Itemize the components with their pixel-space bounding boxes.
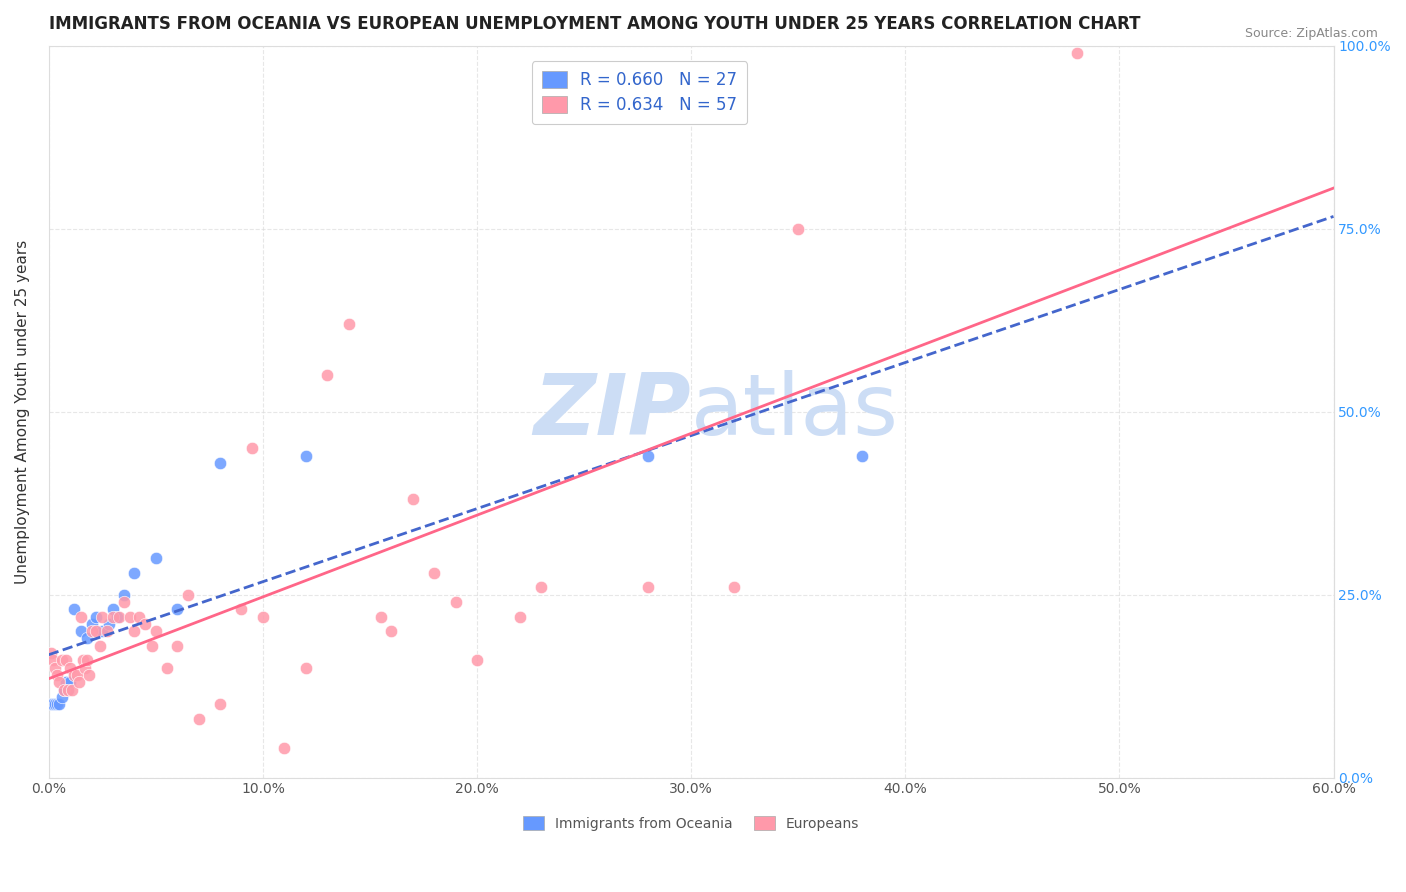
Point bbox=[59, 661, 82, 675]
Point bbox=[294, 661, 316, 675]
Point bbox=[51, 690, 73, 704]
Point bbox=[120, 609, 142, 624]
Point bbox=[209, 456, 232, 470]
Point bbox=[273, 741, 295, 756]
Point bbox=[76, 653, 98, 667]
Point bbox=[209, 698, 232, 712]
Point bbox=[105, 609, 128, 624]
Point bbox=[187, 712, 209, 726]
Point bbox=[46, 698, 69, 712]
Point bbox=[91, 624, 114, 639]
Point bbox=[101, 602, 124, 616]
Point bbox=[48, 698, 70, 712]
Point bbox=[177, 588, 200, 602]
Point bbox=[65, 668, 87, 682]
Point bbox=[316, 368, 339, 382]
Point bbox=[97, 616, 120, 631]
Point bbox=[84, 624, 107, 639]
Point bbox=[46, 668, 69, 682]
Point bbox=[48, 675, 70, 690]
Point bbox=[67, 675, 90, 690]
Point bbox=[108, 609, 131, 624]
Point bbox=[101, 609, 124, 624]
Point bbox=[79, 668, 101, 682]
Point bbox=[56, 682, 79, 697]
Point bbox=[166, 639, 188, 653]
Point bbox=[124, 624, 146, 639]
Point bbox=[240, 441, 263, 455]
Point bbox=[52, 682, 75, 697]
Text: IMMIGRANTS FROM OCEANIA VS EUROPEAN UNEMPLOYMENT AMONG YOUTH UNDER 25 YEARS CORR: IMMIGRANTS FROM OCEANIA VS EUROPEAN UNEM… bbox=[49, 15, 1140, 33]
Point bbox=[166, 602, 188, 616]
Point bbox=[155, 661, 177, 675]
Point bbox=[44, 698, 66, 712]
Point bbox=[294, 449, 316, 463]
Point bbox=[637, 580, 659, 594]
Point bbox=[52, 682, 75, 697]
Point bbox=[60, 682, 83, 697]
Point bbox=[112, 595, 135, 609]
Point bbox=[423, 566, 446, 580]
Point bbox=[80, 624, 103, 639]
Point bbox=[76, 632, 98, 646]
Point bbox=[56, 682, 79, 697]
Point bbox=[51, 653, 73, 667]
Point bbox=[370, 609, 392, 624]
Point bbox=[44, 661, 66, 675]
Point bbox=[70, 624, 93, 639]
Text: atlas: atlas bbox=[692, 370, 898, 453]
Point bbox=[851, 449, 873, 463]
Point bbox=[637, 449, 659, 463]
Point bbox=[59, 675, 82, 690]
Point bbox=[63, 602, 86, 616]
Point bbox=[337, 317, 360, 331]
Legend: Immigrants from Oceania, Europeans: Immigrants from Oceania, Europeans bbox=[517, 811, 865, 837]
Point bbox=[112, 588, 135, 602]
Point bbox=[252, 609, 274, 624]
Point bbox=[42, 653, 65, 667]
Point bbox=[509, 609, 531, 624]
Point bbox=[75, 661, 97, 675]
Point bbox=[1066, 45, 1088, 60]
Point bbox=[402, 492, 425, 507]
Point bbox=[91, 609, 114, 624]
Point bbox=[465, 653, 488, 667]
Point bbox=[380, 624, 402, 639]
Point bbox=[141, 639, 163, 653]
Point bbox=[124, 566, 146, 580]
Point bbox=[89, 639, 111, 653]
Point bbox=[70, 609, 93, 624]
Point bbox=[55, 653, 77, 667]
Point bbox=[134, 616, 156, 631]
Point bbox=[39, 646, 62, 660]
Point bbox=[145, 624, 167, 639]
Point bbox=[444, 595, 467, 609]
Point bbox=[39, 698, 62, 712]
Point bbox=[55, 675, 77, 690]
Point bbox=[530, 580, 553, 594]
Text: Source: ZipAtlas.com: Source: ZipAtlas.com bbox=[1244, 27, 1378, 40]
Point bbox=[96, 624, 118, 639]
Point bbox=[72, 653, 94, 667]
Point bbox=[42, 698, 65, 712]
Point bbox=[787, 221, 810, 235]
Point bbox=[145, 551, 167, 566]
Point bbox=[723, 580, 745, 594]
Y-axis label: Unemployment Among Youth under 25 years: Unemployment Among Youth under 25 years bbox=[15, 239, 30, 583]
Point bbox=[63, 668, 86, 682]
Point bbox=[128, 609, 150, 624]
Point bbox=[80, 616, 103, 631]
Text: ZIP: ZIP bbox=[533, 370, 692, 453]
Point bbox=[231, 602, 253, 616]
Point bbox=[84, 609, 107, 624]
